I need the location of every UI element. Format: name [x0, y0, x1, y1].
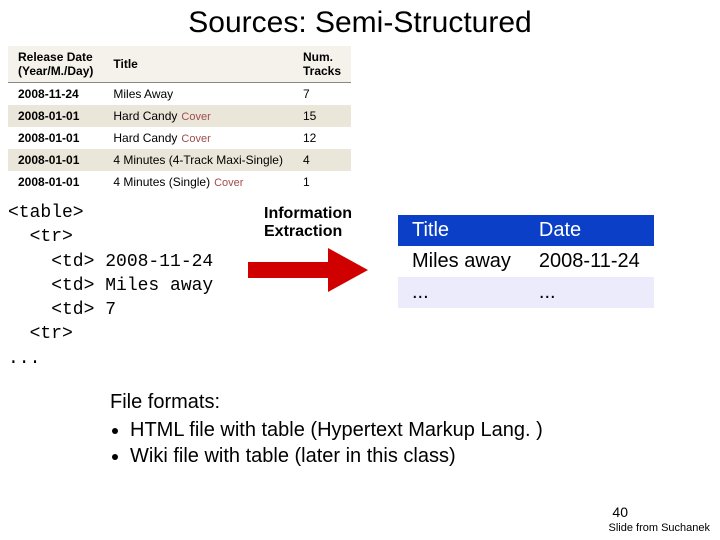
- result-col-date: Date: [525, 215, 654, 246]
- ie-column: InformationExtraction: [238, 205, 378, 292]
- col-title: Title: [103, 46, 293, 83]
- list-item: Wiki file with table (later in this clas…: [130, 443, 720, 469]
- arrow-icon: [248, 248, 368, 292]
- slide-credit: Slide from Suchanek: [609, 522, 711, 534]
- result-table: Title Date Miles away 2008-11-24 ... ...: [398, 215, 654, 308]
- list-item: HTML file with table (Hypertext Markup L…: [130, 417, 720, 443]
- table-row: 2008-11-24Miles Away7: [8, 83, 351, 106]
- col-tracks: Num.Tracks: [293, 46, 351, 83]
- ie-label: InformationExtraction: [264, 205, 352, 242]
- footer-heading: File formats:: [110, 391, 220, 413]
- result-col-title: Title: [398, 215, 525, 246]
- extraction-row: <table> <tr> <td> 2008-11-24 <td> Miles …: [0, 201, 720, 371]
- slide-title: Sources: Semi-Structured: [0, 0, 720, 40]
- footer-text: File formats: HTML file with table (Hype…: [110, 389, 720, 469]
- table-row: 2008-01-01Hard CandyCover12: [8, 127, 351, 149]
- col-date: Release Date(Year/M./Day): [8, 46, 103, 83]
- source-data-table: Release Date(Year/M./Day) Title Num.Trac…: [8, 46, 351, 193]
- table-row: 2008-01-014 Minutes (4-Track Maxi-Single…: [8, 149, 351, 171]
- slide-number: 40: [612, 504, 628, 520]
- html-code-block: <table> <tr> <td> 2008-11-24 <td> Miles …: [8, 201, 238, 371]
- table-row: ... ...: [398, 277, 654, 308]
- table-row: Miles away 2008-11-24: [398, 246, 654, 277]
- table-row: 2008-01-01Hard CandyCover15: [8, 105, 351, 127]
- table-row: 2008-01-014 Minutes (Single)Cover1: [8, 171, 351, 193]
